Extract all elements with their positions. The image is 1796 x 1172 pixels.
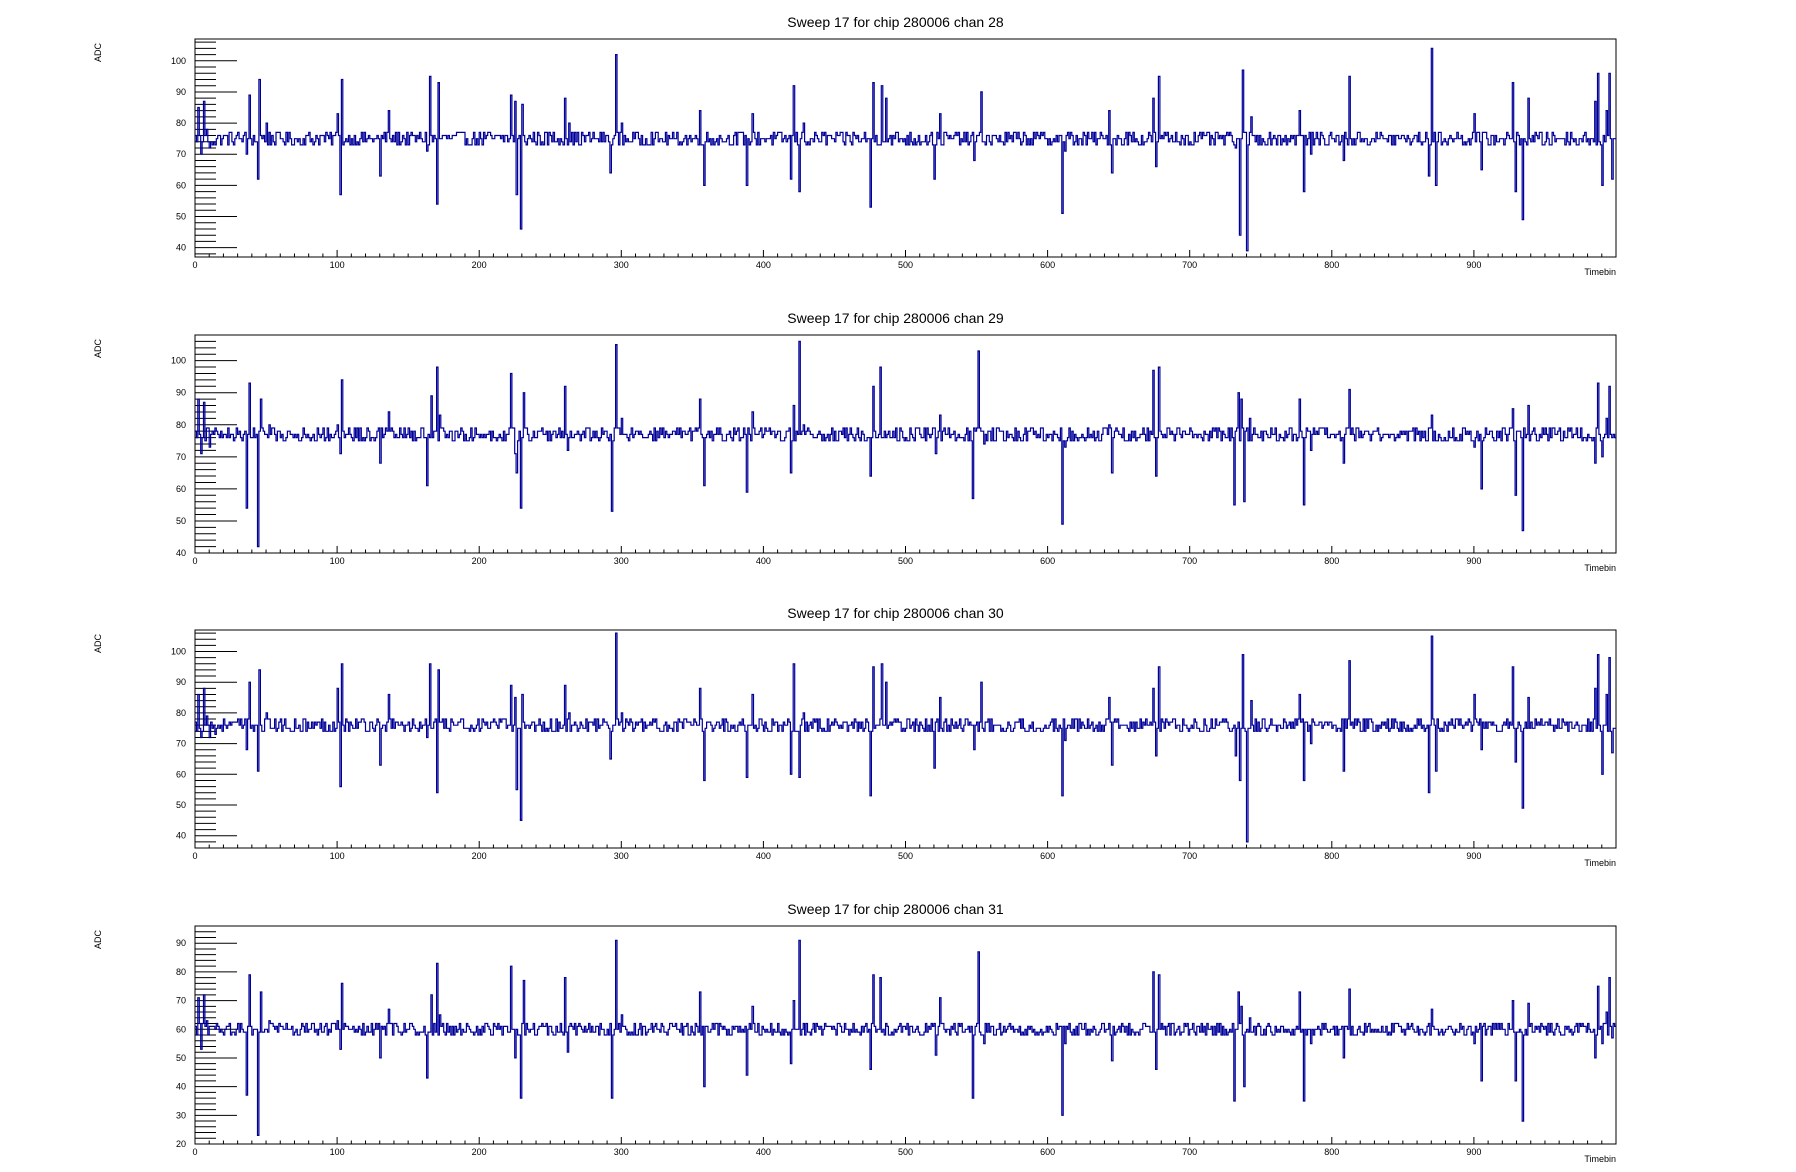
- y-tick-label: 60: [176, 1024, 186, 1034]
- adc-trace-line: [195, 340, 1616, 548]
- x-tick-label: 500: [898, 851, 913, 861]
- x-tick-label: 700: [1182, 556, 1197, 566]
- x-tick-label: 0: [192, 851, 197, 861]
- plot-frame: [194, 629, 1617, 849]
- adc-trace-line: [195, 47, 1616, 252]
- x-tick-label: 700: [1182, 260, 1197, 270]
- y-tick-label: 50: [176, 1053, 186, 1063]
- plot-frame: [194, 925, 1617, 1145]
- x-tick-label: 300: [614, 556, 629, 566]
- chart-title: Sweep 17 for chip 280006 chan 29: [787, 310, 1004, 326]
- y-tick-label: 100: [171, 356, 186, 366]
- y-tick-label: 80: [176, 967, 186, 977]
- y-tick-label: 70: [176, 149, 186, 159]
- y-tick-label: 50: [176, 516, 186, 526]
- chart-panel-0: Sweep 17 for chip 280006 chan 28 ADC Timeb…: [93, 14, 1617, 277]
- x-tick-label: 500: [898, 1147, 913, 1157]
- chart-title: Sweep 17 for chip 280006 chan 30: [787, 605, 1004, 621]
- x-tick-label: 0: [192, 260, 197, 270]
- chart-panel-2: Sweep 17 for chip 280006 chan 30 ADC Timeb…: [93, 605, 1617, 868]
- x-tick-label: 400: [756, 851, 771, 861]
- x-tick-label: 100: [330, 1147, 345, 1157]
- x-tick-label: 200: [472, 260, 487, 270]
- x-tick-label: 500: [898, 260, 913, 270]
- chart-panel-1: Sweep 17 for chip 280006 chan 29 ADC Timeb…: [93, 310, 1617, 573]
- y-tick-label: 90: [176, 87, 186, 97]
- y-tick-label: 40: [176, 831, 186, 841]
- y-tick-label: 70: [176, 739, 186, 749]
- x-tick-label: 900: [1466, 556, 1481, 566]
- y-tick-label: 60: [176, 769, 186, 779]
- x-tick-label: 800: [1324, 851, 1339, 861]
- chart-title: Sweep 17 for chip 280006 chan 31: [787, 901, 1004, 917]
- x-tick-label: 900: [1466, 260, 1481, 270]
- x-tick-label: 0: [192, 556, 197, 566]
- y-tick-label: 60: [176, 180, 186, 190]
- x-tick-label: 900: [1466, 851, 1481, 861]
- x-tick-label: 600: [1040, 1147, 1055, 1157]
- y-tick-label: 80: [176, 118, 186, 128]
- x-tick-label: 800: [1324, 260, 1339, 270]
- x-tick-label: 100: [330, 851, 345, 861]
- x-tick-label: 300: [614, 260, 629, 270]
- y-tick-label: 90: [176, 938, 186, 948]
- x-tick-label: 300: [614, 1147, 629, 1157]
- y-tick-label: 100: [171, 646, 186, 656]
- x-tick-label: 0: [192, 1147, 197, 1157]
- plot-frame: [194, 334, 1617, 554]
- x-tick-label: 700: [1182, 1147, 1197, 1157]
- y-axis-label: ADC: [93, 930, 103, 950]
- y-tick-label: 100: [171, 56, 186, 66]
- x-tick-label: 900: [1466, 1147, 1481, 1157]
- y-tick-label: 80: [176, 420, 186, 430]
- x-tick-label: 800: [1324, 1147, 1339, 1157]
- y-tick-label: 30: [176, 1110, 186, 1120]
- y-tick-label: 50: [176, 212, 186, 222]
- chart-title: Sweep 17 for chip 280006 chan 28: [787, 14, 1004, 30]
- x-tick-label: 100: [330, 260, 345, 270]
- x-tick-label: 600: [1040, 851, 1055, 861]
- x-axis-label: Timebin: [1584, 1154, 1616, 1164]
- x-tick-label: 100: [330, 556, 345, 566]
- y-tick-label: 90: [176, 677, 186, 687]
- y-tick-label: 60: [176, 484, 186, 494]
- plot-frame: [194, 38, 1617, 258]
- y-axis-label: ADC: [93, 43, 103, 63]
- y-axis-label: ADC: [93, 634, 103, 654]
- x-tick-label: 600: [1040, 260, 1055, 270]
- y-tick-label: 80: [176, 708, 186, 718]
- adc-trace-line: [195, 632, 1616, 843]
- x-tick-label: 200: [472, 851, 487, 861]
- y-tick-label: 70: [176, 452, 186, 462]
- y-tick-label: 40: [176, 548, 186, 558]
- x-tick-label: 400: [756, 260, 771, 270]
- x-axis-label: Timebin: [1584, 563, 1616, 573]
- y-axis-label: ADC: [93, 339, 103, 359]
- y-tick-label: 90: [176, 388, 186, 398]
- x-tick-label: 800: [1324, 556, 1339, 566]
- x-tick-label: 300: [614, 851, 629, 861]
- x-tick-label: 400: [756, 1147, 771, 1157]
- x-tick-label: 200: [472, 1147, 487, 1157]
- adc-trace-line: [195, 939, 1616, 1136]
- y-tick-label: 20: [176, 1139, 186, 1149]
- y-tick-label: 40: [176, 243, 186, 253]
- y-tick-label: 40: [176, 1082, 186, 1092]
- x-tick-label: 600: [1040, 556, 1055, 566]
- x-tick-label: 500: [898, 556, 913, 566]
- x-tick-label: 400: [756, 556, 771, 566]
- x-axis-label: Timebin: [1584, 858, 1616, 868]
- y-tick-label: 70: [176, 996, 186, 1006]
- chart-panel-3: Sweep 17 for chip 280006 chan 31 ADC Timeb…: [93, 901, 1617, 1164]
- y-tick-label: 50: [176, 800, 186, 810]
- x-tick-label: 200: [472, 556, 487, 566]
- x-axis-label: Timebin: [1584, 267, 1616, 277]
- x-tick-label: 700: [1182, 851, 1197, 861]
